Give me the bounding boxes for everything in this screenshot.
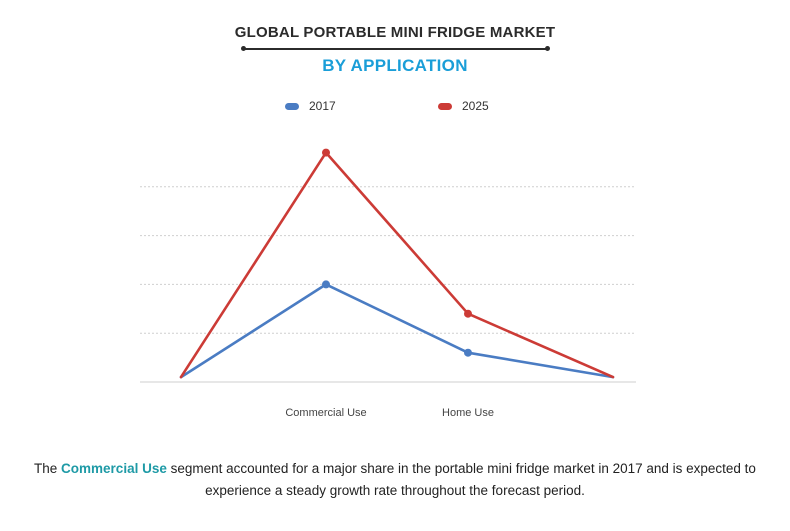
chart-subtitle: BY APPLICATION <box>322 56 468 75</box>
legend-item-2025: 2025 <box>438 99 489 113</box>
caption-highlight: Commercial Use <box>61 461 167 476</box>
data-point-2017-3 <box>464 348 472 357</box>
caption: The Commercial Use segment accounted for… <box>20 458 770 502</box>
data-point-2017-2 <box>322 280 330 289</box>
legend: 2017 2025 <box>0 99 790 117</box>
series-line-2017 <box>179 283 615 379</box>
legend-item-2017: 2017 <box>285 99 336 113</box>
x-tick-label-2: Commercial Use <box>285 407 366 419</box>
legend-swatch-2025 <box>438 102 452 110</box>
title-underline <box>241 46 550 51</box>
x-tick-label-3: Home Use <box>442 407 494 419</box>
caption-before: The <box>34 461 62 476</box>
line-chart: Commercial Use Home Use <box>140 148 636 419</box>
data-point-2025-2 <box>322 148 330 157</box>
data-point-2025-3 <box>464 309 472 318</box>
chart-title: GLOBAL PORTABLE MINI FRIDGE MARKET <box>234 24 556 41</box>
underline-left-dot <box>241 46 246 51</box>
legend-label-2025: 2025 <box>462 99 489 113</box>
caption-after: segment accounted for a major share in t… <box>166 461 756 498</box>
underline-right-dot <box>545 46 550 51</box>
legend-swatch-2017 <box>285 102 299 110</box>
legend-label-2017: 2017 <box>309 99 336 113</box>
series-line-2025 <box>179 151 615 379</box>
